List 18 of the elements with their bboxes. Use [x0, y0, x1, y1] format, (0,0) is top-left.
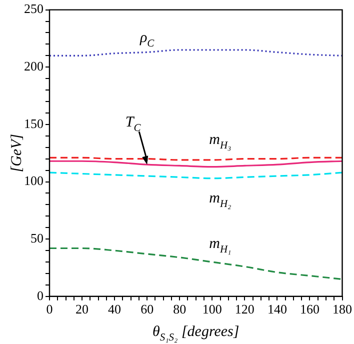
y-tick-label: 0 [37, 288, 44, 303]
x-tick-label: 160 [300, 302, 320, 317]
x-tick-label: 80 [173, 302, 186, 317]
x-tick-label: 100 [202, 302, 222, 317]
x-tick-label: 0 [46, 302, 53, 317]
y-tick-label: 50 [30, 230, 44, 246]
y-tick-label: 150 [24, 116, 44, 131]
x-tick-label: 60 [140, 302, 154, 317]
y-tick-label: 250 [24, 1, 44, 16]
x-tick-label: 180 [332, 302, 352, 317]
y-tick-label: 200 [24, 58, 44, 74]
line-series [50, 247, 342, 280]
x-tick-label: 120 [234, 302, 254, 317]
x-tick-label: 40 [108, 302, 122, 317]
y-tick-label: 100 [24, 173, 44, 188]
x-tick-label: 140 [267, 302, 287, 317]
y-axis-title: [GeV] [9, 134, 25, 172]
x-tick-label: 20 [76, 302, 89, 317]
